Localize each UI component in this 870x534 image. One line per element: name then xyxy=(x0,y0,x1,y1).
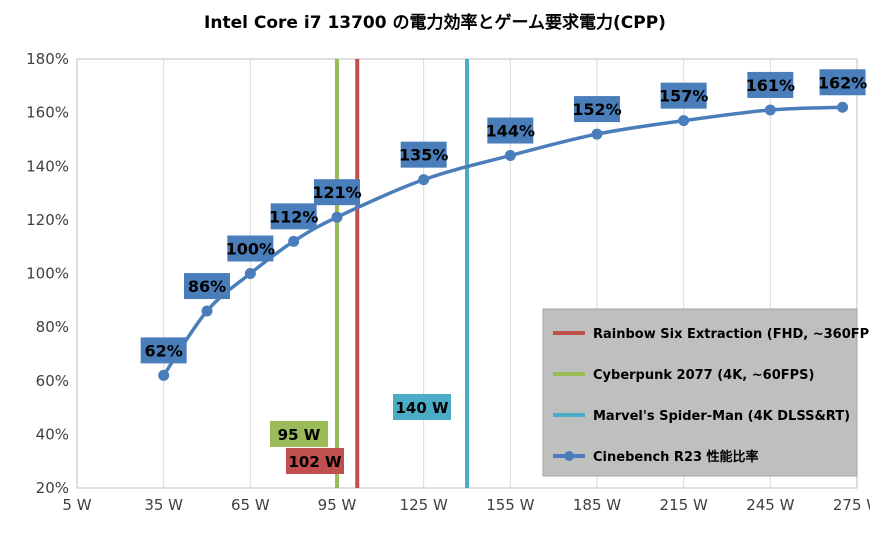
y-tick-label: 60% xyxy=(36,372,69,390)
legend-label: Rainbow Six Extraction (FHD, ~360FPS) xyxy=(593,327,870,342)
legend-label: Marvel's Spider-Man (4K DLSS&RT) xyxy=(593,409,850,424)
data-point xyxy=(288,235,300,247)
data-label-box xyxy=(270,203,317,230)
data-point xyxy=(764,104,776,116)
x-tick-label: 65 W xyxy=(231,496,270,514)
data-label-box xyxy=(140,337,187,364)
y-tick-label: 140% xyxy=(26,157,69,175)
y-tick-label: 100% xyxy=(26,265,69,283)
plot-area: 5 W 35 W 65 W 95 W 125 W 155 W 185 W 215 W 245 W… xyxy=(26,50,870,514)
data-label: 162% xyxy=(818,73,867,92)
data-label-box xyxy=(184,273,230,300)
data-point xyxy=(331,211,343,223)
data-label-box xyxy=(819,69,866,96)
x-tick-label: 215 W xyxy=(660,496,708,514)
data-label: 157% xyxy=(659,87,708,106)
y-tick-label: 20% xyxy=(36,479,69,497)
series-line xyxy=(161,105,845,378)
data-label: 144% xyxy=(486,122,535,141)
data-label: 161% xyxy=(746,76,795,95)
y-tick-label: 180% xyxy=(26,50,69,68)
legend-label: Cinebench R23 性能比率 xyxy=(593,449,759,465)
data-label: 135% xyxy=(399,146,448,165)
reference-label-box xyxy=(286,448,344,474)
data-point xyxy=(244,268,256,279)
x-tick-label: 245 W xyxy=(746,496,794,514)
y-tick-label: 160% xyxy=(26,104,69,122)
data-point xyxy=(678,115,690,127)
data-point xyxy=(201,305,213,317)
reference-label-box xyxy=(393,394,451,420)
chart-title: Intel Core i7 13700 の電力効率とゲーム要求電力(CPP) xyxy=(204,12,666,33)
data-label: 112% xyxy=(269,207,318,226)
reference-label: 140 W xyxy=(395,399,449,417)
data-label-box xyxy=(227,235,274,262)
data-point xyxy=(504,150,516,162)
data-label-box xyxy=(747,71,794,98)
x-tick-label: 35 W xyxy=(144,496,183,514)
legend: Rainbow Six Extraction (FHD, ~360FPS) Cyb… xyxy=(542,308,870,477)
data-label: 152% xyxy=(572,100,621,119)
data-label: 100% xyxy=(226,240,275,259)
data-label-box xyxy=(660,82,707,109)
reference-label: 102 W xyxy=(288,453,342,471)
data-label: 62% xyxy=(145,341,183,360)
data-label-box xyxy=(314,179,360,206)
data-label: 121% xyxy=(312,183,361,202)
data-label: 86% xyxy=(188,277,226,296)
x-tick-label: 185 W xyxy=(573,496,621,514)
reference-label-box xyxy=(270,421,328,447)
x-tick-label: 95 W xyxy=(318,496,357,514)
data-point xyxy=(418,174,430,186)
data-label-box xyxy=(574,96,620,123)
legend-marker xyxy=(564,451,574,461)
y-tick-label: 120% xyxy=(26,211,69,229)
data-point xyxy=(837,101,849,113)
y-tick-label: 80% xyxy=(36,318,69,336)
data-label-box xyxy=(400,141,447,168)
reference-label: 95 W xyxy=(278,426,321,444)
data-point xyxy=(158,369,170,381)
x-tick-label: 5 W xyxy=(62,496,91,514)
data-point xyxy=(591,128,603,140)
legend-label: Cyberpunk 2077 (4K, ~60FPS) xyxy=(593,368,814,383)
data-label-box xyxy=(487,117,534,144)
y-tick-label: 40% xyxy=(36,425,69,443)
x-tick-label: 155 W xyxy=(486,496,534,514)
legend-box xyxy=(542,308,858,477)
x-tick-label: 275 W xyxy=(833,496,870,514)
x-tick-label: 125 W xyxy=(400,496,448,514)
